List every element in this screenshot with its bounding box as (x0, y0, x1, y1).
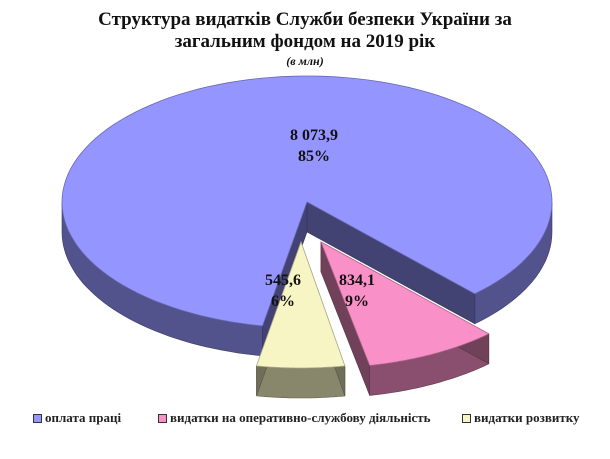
legend-swatch-development (462, 413, 471, 423)
legend-item-operational: видатки на оперативно-службову діяльніст… (158, 410, 430, 426)
slice-labor (61, 75, 553, 327)
data-label-percent-development: 6% (271, 293, 295, 310)
legend-item-development: видатки розвитку (462, 410, 580, 426)
legend-swatch-labor (33, 413, 42, 423)
chart-legend: оплата праці видатки на оперативно-служб… (0, 410, 610, 434)
legend-swatch-operational (158, 413, 167, 423)
slice-operational (320, 241, 490, 366)
slice-development (255, 240, 346, 369)
chart-title-line-1: Структура видатків Служби безпеки Україн… (98, 9, 512, 30)
legend-label-labor: оплата праці (45, 410, 122, 425)
data-label-percent-operational: 9% (345, 293, 369, 310)
chart-subtitle: (в млн) (286, 54, 324, 68)
legend-item-labor: оплата праці (33, 410, 121, 426)
data-label-value-labor: 8 073,9 (290, 127, 338, 144)
chart-title-line-2: загальним фондом на 2019 рік (174, 31, 436, 52)
data-label-value-development: 545,6 (265, 272, 301, 289)
data-label-percent-labor: 85% (298, 148, 330, 165)
legend-label-operational: видатки на оперативно-службову діяльніст… (170, 410, 431, 425)
legend-label-development: видатки розвитку (474, 410, 580, 425)
data-label-value-operational: 834,1 (339, 272, 375, 289)
